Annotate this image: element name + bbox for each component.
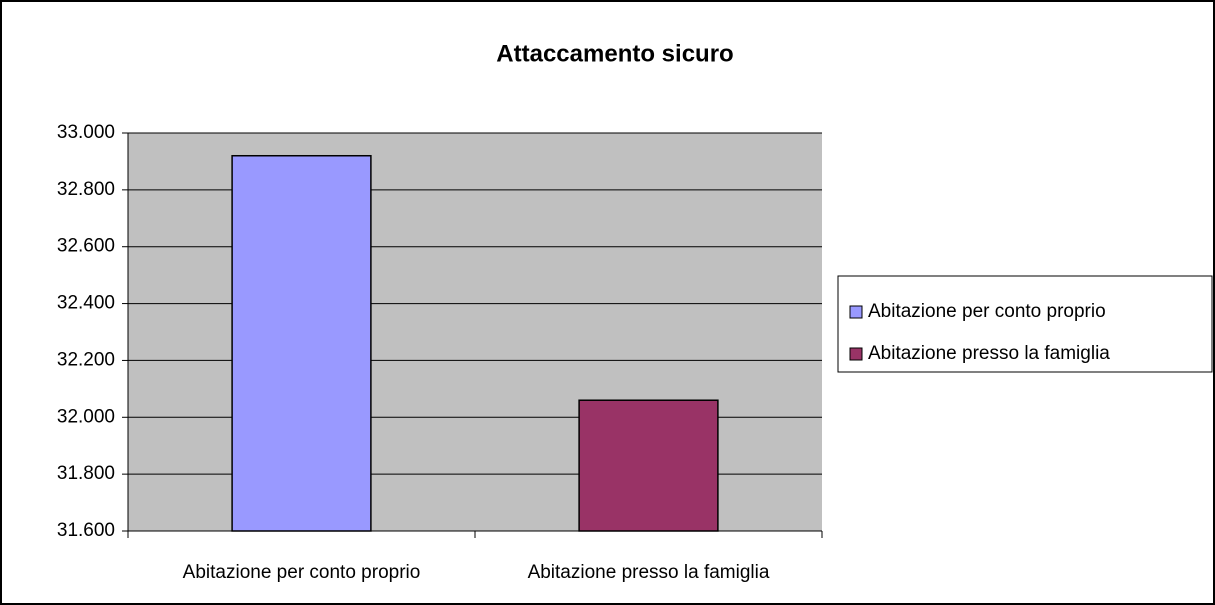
y-tick-label: 32.000 xyxy=(57,406,115,427)
x-tick-label: Abitazione presso la famiglia xyxy=(528,562,770,583)
y-tick-label: 31.800 xyxy=(57,463,115,484)
legend-box xyxy=(837,275,1213,373)
y-tick-label: 32.600 xyxy=(57,236,115,257)
legend-swatch xyxy=(849,347,863,361)
chart-title: Attaccamento sicuro xyxy=(496,40,733,67)
y-tick-label: 32.400 xyxy=(57,293,115,314)
y-tick-label: 33.000 xyxy=(57,122,115,143)
y-tick-label: 31.600 xyxy=(57,520,115,541)
y-tick-label: 32.800 xyxy=(57,179,115,200)
legend-label: Abitazione presso la famiglia xyxy=(868,343,1110,364)
legend-swatch xyxy=(849,305,863,319)
bar xyxy=(231,154,372,532)
y-tick-label: 32.200 xyxy=(57,349,115,370)
bar xyxy=(578,399,719,532)
legend-label: Abitazione per conto proprio xyxy=(868,301,1106,322)
x-tick-label: Abitazione per conto proprio xyxy=(183,562,421,583)
